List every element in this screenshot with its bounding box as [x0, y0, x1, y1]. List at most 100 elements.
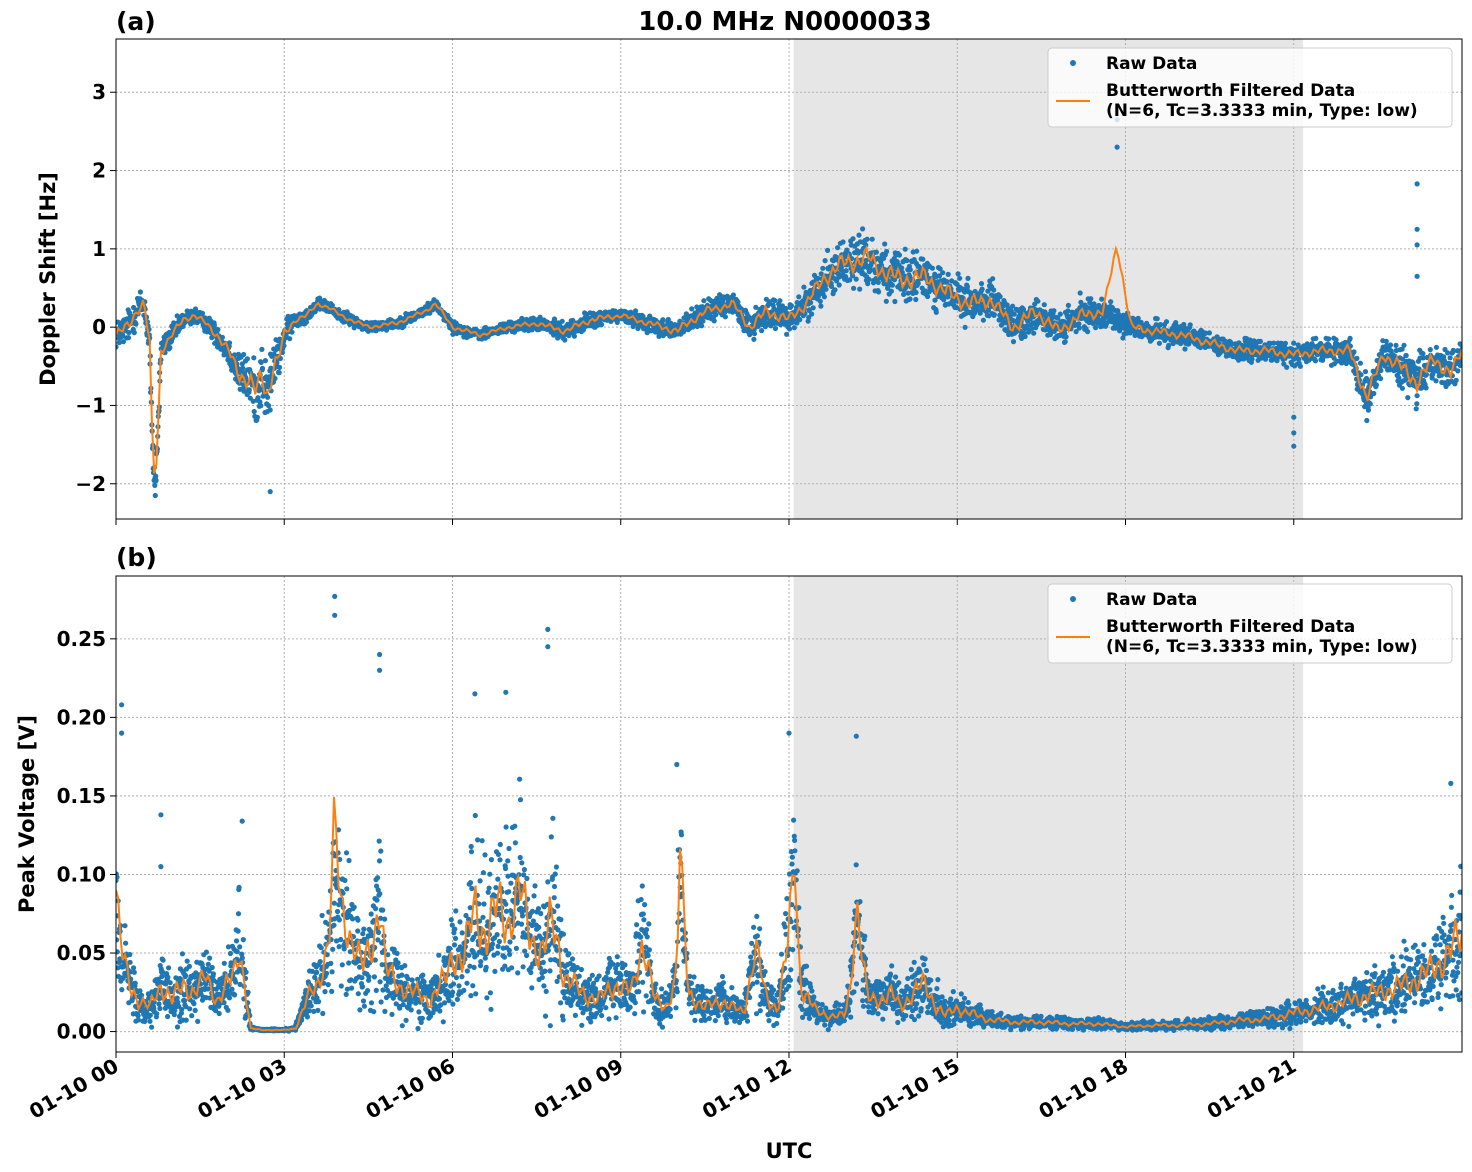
- raw-data-point: [847, 277, 853, 283]
- raw-data-point: [200, 965, 206, 971]
- raw-data-point: [1166, 342, 1172, 348]
- raw-data-point: [338, 936, 344, 943]
- raw-data-point: [221, 1000, 227, 1006]
- raw-data-point: [835, 245, 841, 251]
- raw-data-point: [990, 276, 996, 282]
- raw-data-point: [1091, 301, 1097, 307]
- raw-data-point: [979, 286, 985, 292]
- raw-data-point: [828, 283, 835, 289]
- raw-data-point: [116, 340, 122, 346]
- raw-data-point: [1049, 315, 1055, 321]
- raw-data-point: [225, 944, 232, 950]
- raw-data-point: [936, 273, 943, 279]
- raw-data-point: [160, 957, 166, 963]
- raw-data-point: [206, 968, 212, 974]
- raw-data-point: [116, 874, 120, 880]
- legend-filtered-label: Butterworth Filtered Data: [1106, 81, 1355, 101]
- raw-data-point: [699, 323, 705, 329]
- raw-data-point: [183, 1017, 189, 1023]
- raw-data-point: [1318, 340, 1324, 347]
- raw-data-point: [599, 322, 605, 328]
- raw-data-point: [119, 987, 125, 993]
- raw-data-point: [259, 365, 266, 371]
- raw-data-point: [882, 241, 888, 247]
- raw-data-point: [137, 988, 143, 994]
- raw-data-point: [192, 1007, 198, 1014]
- raw-data-point: [183, 1004, 189, 1010]
- raw-data-point: [329, 988, 335, 995]
- raw-data-point: [873, 249, 880, 255]
- raw-data-point: [152, 482, 158, 488]
- raw-data-outlier: [1291, 414, 1297, 420]
- raw-data-point: [267, 407, 273, 413]
- legend-box: [1047, 47, 1453, 128]
- raw-data-point: [1373, 382, 1379, 388]
- raw-data-point: [171, 1012, 177, 1018]
- raw-data-point: [1093, 325, 1099, 331]
- raw-data-point: [797, 317, 803, 323]
- raw-data-point: [1282, 340, 1288, 346]
- raw-data-point: [977, 310, 983, 316]
- raw-data-point: [660, 317, 666, 323]
- raw-data-point: [240, 937, 246, 943]
- raw-data-point: [329, 969, 335, 975]
- raw-data-point: [167, 980, 173, 986]
- raw-data-point: [262, 358, 268, 364]
- raw-data-outlier: [1114, 144, 1120, 150]
- raw-data-point: [211, 322, 217, 328]
- raw-data-point: [127, 969, 133, 975]
- raw-data-point: [1458, 362, 1462, 368]
- raw-data-point: [215, 326, 221, 333]
- raw-data-point: [127, 959, 133, 965]
- raw-data-point: [1063, 334, 1069, 340]
- raw-data-point: [1365, 407, 1371, 413]
- legend-raw-label: Raw Data: [1106, 54, 1197, 74]
- raw-data-point: [784, 331, 790, 337]
- raw-data-point: [823, 286, 829, 292]
- raw-data-point: [205, 961, 211, 967]
- raw-data-point: [809, 311, 815, 317]
- raw-data-point: [265, 394, 271, 400]
- raw-data-point: [904, 257, 910, 264]
- raw-data-point: [235, 928, 241, 934]
- raw-data-point: [777, 298, 783, 304]
- raw-data-point: [978, 281, 985, 287]
- raw-data-point: [822, 258, 828, 264]
- y-tick-label: 1: [92, 237, 106, 261]
- raw-data-point: [317, 959, 323, 965]
- raw-data-point: [342, 877, 348, 884]
- raw-data-point: [806, 307, 813, 313]
- y-tick-label: −1: [75, 393, 106, 417]
- raw-data-point: [1108, 299, 1114, 305]
- raw-data-point: [289, 329, 295, 335]
- raw-data-point: [821, 294, 828, 300]
- raw-data-point: [1367, 401, 1373, 407]
- raw-data-point: [228, 960, 234, 966]
- raw-data-point: [319, 912, 325, 919]
- raw-data-point: [341, 946, 347, 952]
- raw-data-point: [1055, 315, 1061, 321]
- raw-data-point: [1413, 406, 1419, 412]
- raw-data-point: [159, 969, 166, 975]
- plot-area: [116, 62, 1462, 499]
- raw-data-point: [751, 336, 757, 342]
- raw-data-outlier: [1414, 273, 1420, 279]
- raw-data-point: [1320, 354, 1327, 360]
- raw-data-point: [1257, 338, 1263, 344]
- raw-data-point: [1154, 316, 1160, 322]
- raw-data-point: [1062, 339, 1068, 345]
- raw-data-point: [1351, 349, 1357, 355]
- raw-data-point: [233, 938, 240, 944]
- raw-data-point: [633, 308, 639, 314]
- filtered-data-line: [116, 245, 1462, 474]
- raw-data-point: [925, 293, 931, 300]
- raw-data-point: [156, 1001, 162, 1007]
- raw-data-point: [1187, 322, 1193, 328]
- raw-data-point: [137, 289, 143, 295]
- raw-data-point: [308, 1003, 314, 1009]
- raw-data-point: [237, 944, 243, 950]
- raw-data-point: [652, 329, 659, 335]
- raw-data-point: [312, 974, 318, 981]
- raw-data-point: [1182, 346, 1188, 352]
- raw-data-point: [857, 286, 863, 292]
